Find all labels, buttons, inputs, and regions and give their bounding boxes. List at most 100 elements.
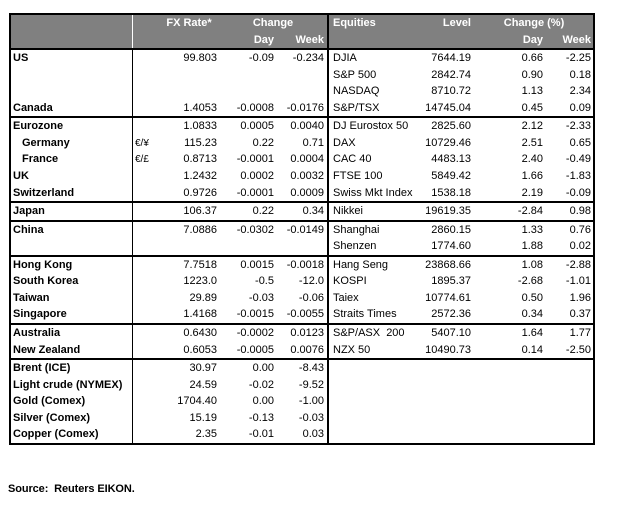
fx-rate-value xyxy=(159,238,219,255)
equities-column-header: Equities xyxy=(333,17,376,29)
fx-day-change-value: -0.5 xyxy=(255,275,274,288)
fx-day-change-value: -0.03 xyxy=(248,291,274,304)
fx-week-change-value xyxy=(276,238,327,255)
equity-index-label: DJ Eurostox 50 xyxy=(333,120,409,133)
equity-level-value: 2860.15 xyxy=(431,223,471,236)
fx-week-change-value: -8.43 xyxy=(298,362,324,375)
table-row: CAC 40 4483.13 2.40 -0.49 xyxy=(329,151,593,168)
fx-day-change-value: -0.0001 xyxy=(236,153,274,166)
equity-index-label: Taiex xyxy=(333,291,359,304)
fx-change-column-header: Change xyxy=(252,17,294,29)
fx-day-change-value: -0.0302 xyxy=(236,223,274,236)
equity-day-change-value xyxy=(475,360,545,377)
fx-country-label: US xyxy=(11,50,133,67)
fx-currency-pair xyxy=(133,238,159,255)
equity-day-change-value: 1.66 xyxy=(521,169,543,182)
fx-rate-value: 0.8713 xyxy=(183,153,217,166)
fx-week-change-value: -0.0149 xyxy=(286,223,324,236)
fx-day-change-value: -0.0002 xyxy=(236,327,274,339)
fx-currency-pair xyxy=(133,168,159,185)
table-row: Taiwan 29.89 -0.03 -0.06 xyxy=(11,289,327,307)
fx-week-change-value: 0.0004 xyxy=(290,153,324,166)
equity-day-change-value: 1.64 xyxy=(521,327,543,339)
equity-level-value: 19619.35 xyxy=(425,205,471,218)
table-row: NZX 50 10490.73 0.14 -2.50 xyxy=(329,342,593,359)
equity-week-change-value: 0.02 xyxy=(569,240,591,253)
equity-index-label xyxy=(329,426,417,443)
table-row: S&P/TSX 14745.04 0.45 0.09 xyxy=(329,100,593,117)
equity-level-value: 2825.60 xyxy=(431,120,471,133)
fx-rate-value: 1.0833 xyxy=(183,120,217,133)
fx-currency-pair xyxy=(133,100,159,117)
table-row: Shanghai 2860.15 1.33 0.76 xyxy=(329,219,593,239)
equity-index-label: Swiss Mkt Index xyxy=(333,186,413,199)
fx-country-label: Copper (Comex) xyxy=(11,426,133,443)
table-row: Canada 1.4053 -0.0008 -0.0176 xyxy=(11,99,327,117)
fx-day-change-value: -0.02 xyxy=(248,378,274,391)
fx-country-label xyxy=(11,66,133,84)
fx-day-change-value: -0.09 xyxy=(248,52,274,64)
fx-rate-value: 2.35 xyxy=(195,428,217,441)
table-row: Eurozone 1.0833 0.0005 0.0040 xyxy=(11,116,327,135)
table-row: Hong Kong 7.7518 0.0015 -0.0018 xyxy=(11,254,327,274)
table-row: Brent (ICE) 30.97 0.00 -8.43 xyxy=(11,358,327,377)
equity-index-label xyxy=(329,360,417,377)
fx-day-change-value: 0.00 xyxy=(252,395,274,408)
fx-currency-pair xyxy=(133,410,159,427)
equity-week-change-value: 0.18 xyxy=(569,68,591,81)
equity-day-change-value: 2.19 xyxy=(521,186,543,199)
fx-week-change-value: 0.0040 xyxy=(290,120,324,133)
equity-level-value xyxy=(417,426,475,443)
equity-index-label xyxy=(329,393,417,410)
fx-rate-column-header: FX Rate* xyxy=(166,17,212,29)
table-row: S&P 500 2842.74 0.90 0.18 xyxy=(329,67,593,84)
equity-week-change-value: -2.33 xyxy=(565,120,591,133)
table-row: Germany €/¥ 115.23 0.22 0.71 xyxy=(11,134,327,152)
equity-day-change-value xyxy=(475,377,545,394)
fx-week-change-value: 0.0009 xyxy=(290,186,324,199)
fx-rate-value: 0.6053 xyxy=(183,343,217,356)
fx-country-label: France xyxy=(11,151,133,168)
table-row: Shenzen 1774.60 1.88 0.02 xyxy=(329,238,593,255)
fx-currency-pair xyxy=(133,325,159,342)
equity-index-label: S&P/TSX xyxy=(333,101,380,114)
table-row: Gold (Comex) 1704.40 0.00 -1.00 xyxy=(11,393,327,410)
fx-currency-pair xyxy=(133,290,159,307)
equities-week-column-header: Week xyxy=(562,34,591,46)
equity-week-change-value: -0.49 xyxy=(565,153,591,166)
fx-currency-pair xyxy=(133,360,159,377)
fx-country-label: Silver (Comex) xyxy=(11,409,133,427)
equity-level-value: 7644.19 xyxy=(431,52,471,64)
table-row: China 7.0886 -0.0302 -0.0149 xyxy=(11,219,327,239)
equity-day-change-value xyxy=(475,426,545,443)
table-row: DAX 10729.46 2.51 0.65 xyxy=(329,135,593,152)
table-row: Straits Times 2572.36 0.34 0.37 xyxy=(329,306,593,323)
table-row xyxy=(11,83,327,100)
table-row xyxy=(11,66,327,84)
fx-currency-pair xyxy=(133,222,159,239)
eq-rows: DJIA 7644.19 0.66 -2.25 S&P 500 2842.74 0.90 0.… xyxy=(329,50,593,443)
fx-day-change-value: 0.0002 xyxy=(240,169,274,182)
fx-country-label: South Korea xyxy=(11,273,133,290)
equities-table-half: Equities Level Change (%) Day Week DJIA 7… xyxy=(329,15,593,443)
equity-level-value xyxy=(417,360,475,377)
table-row: Australia 0.6430 -0.0002 0.0123 xyxy=(11,323,327,342)
equity-index-label: NASDAQ xyxy=(333,85,380,98)
table-row xyxy=(329,377,593,394)
equity-day-change-value: 1.13 xyxy=(521,85,543,98)
equity-index-label: Shenzen xyxy=(333,240,377,253)
fx-day-column-header: Day xyxy=(253,34,274,46)
equity-day-change-value: 1.33 xyxy=(521,223,543,236)
fx-country-label xyxy=(11,83,133,100)
equity-day-change-value: 1.88 xyxy=(521,240,543,253)
equity-day-change-value: 0.50 xyxy=(521,291,543,304)
fx-table-half: FX Rate* Change Day Week US 99.803 -0.09 -0… xyxy=(11,15,329,443)
table-row: South Korea 1223.0 -0.5 -12.0 xyxy=(11,273,327,290)
equity-index-label xyxy=(329,377,417,394)
equity-index-label: Nikkei xyxy=(333,205,363,218)
fx-rate-value: 29.89 xyxy=(189,291,217,304)
source-note: Source: Reuters EIKON. xyxy=(8,483,135,495)
fx-country-label: Switzerland xyxy=(11,184,133,202)
equity-level-value: 10774.61 xyxy=(425,291,471,304)
equity-index-label: S&P/ASX 200 xyxy=(333,327,405,339)
